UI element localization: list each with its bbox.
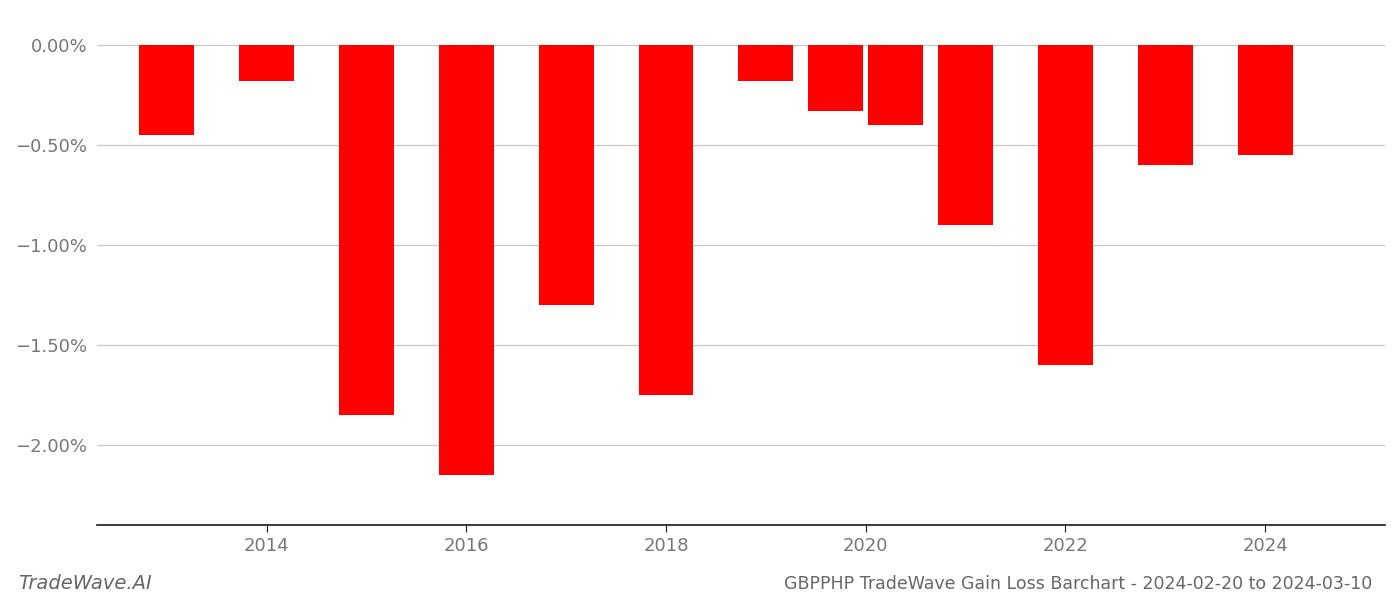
Bar bbox=[539, 45, 594, 305]
Bar bbox=[239, 45, 294, 81]
Bar bbox=[1238, 45, 1292, 155]
Bar bbox=[1037, 45, 1093, 365]
Text: GBPPHP TradeWave Gain Loss Barchart - 2024-02-20 to 2024-03-10: GBPPHP TradeWave Gain Loss Barchart - 20… bbox=[784, 575, 1372, 593]
Bar bbox=[868, 45, 923, 125]
Bar bbox=[438, 45, 494, 475]
Bar bbox=[139, 45, 195, 135]
Bar bbox=[808, 45, 864, 111]
Bar bbox=[638, 45, 693, 395]
Bar bbox=[938, 45, 993, 225]
Bar bbox=[1138, 45, 1193, 165]
Bar bbox=[738, 45, 794, 81]
Bar bbox=[339, 45, 393, 415]
Text: TradeWave.AI: TradeWave.AI bbox=[18, 574, 153, 593]
